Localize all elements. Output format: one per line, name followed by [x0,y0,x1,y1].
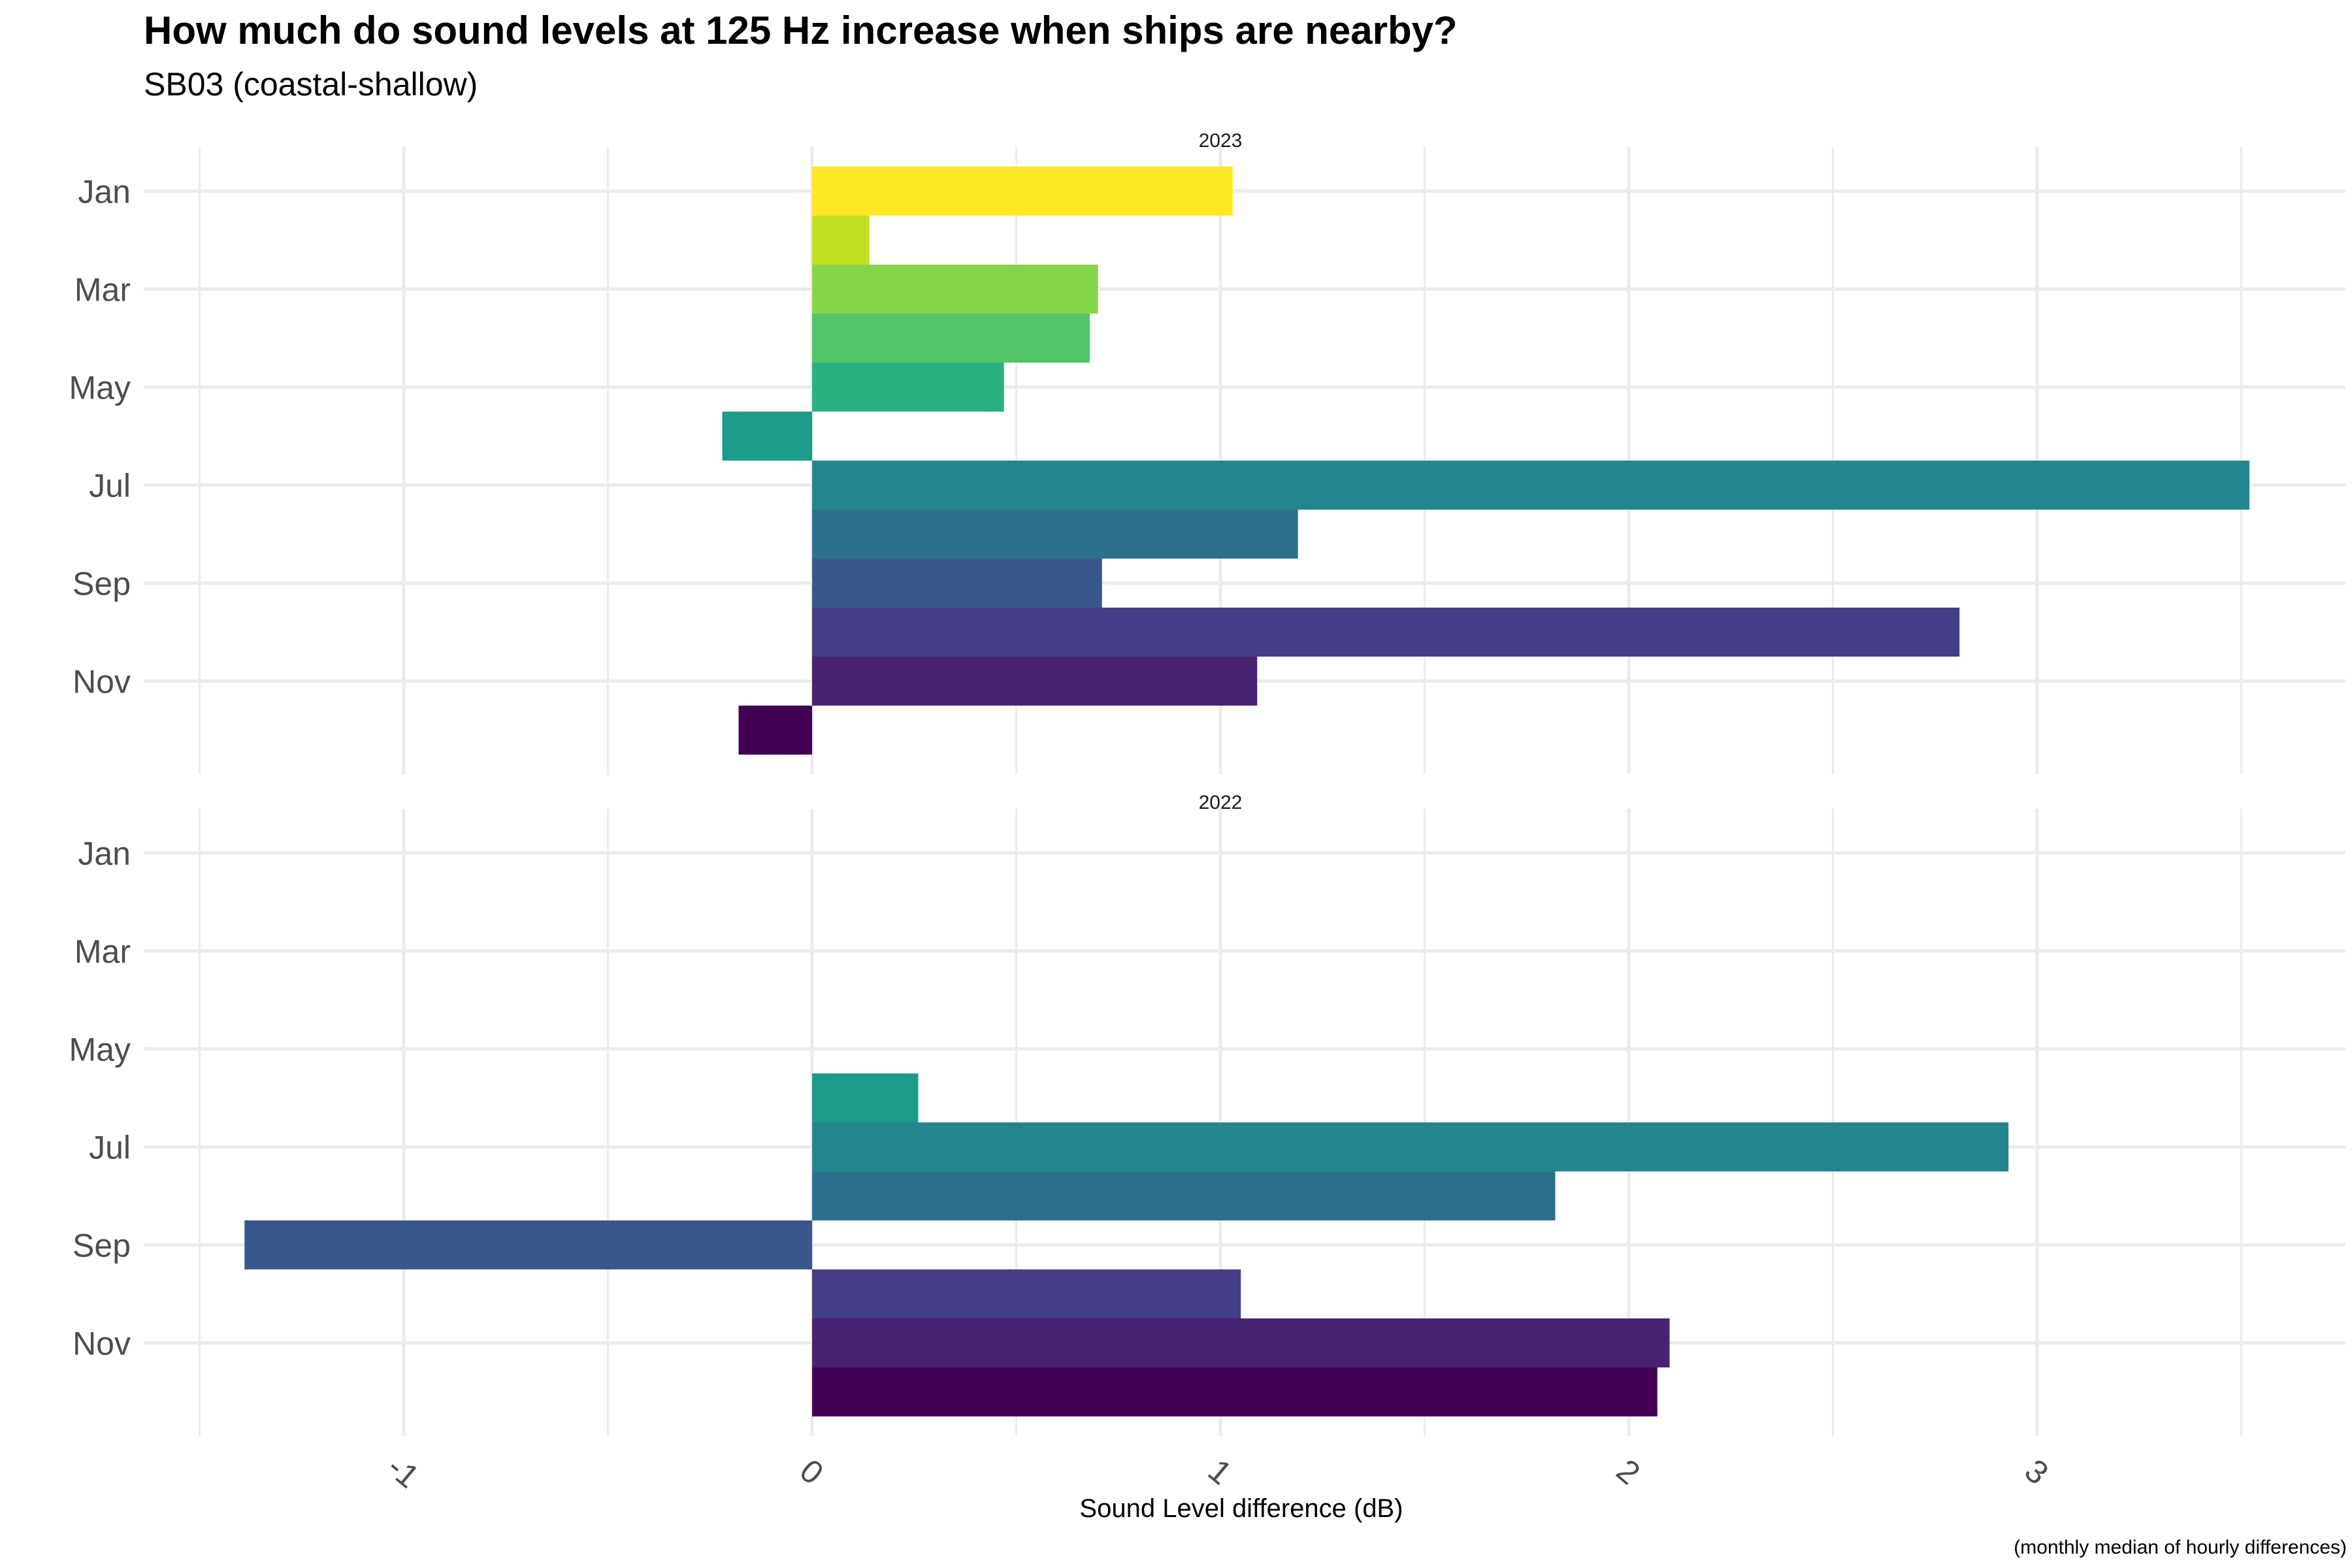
x-tick-label: -1 [380,1448,426,1495]
y-tick-label: Sep [73,566,131,602]
y-tick-label: Jul [89,468,131,504]
bar-jun [812,1073,919,1122]
bar-jun [722,412,812,461]
bar-oct [812,608,1960,657]
chart-caption: (monthly median of hourly differences) [2014,1537,2347,1558]
y-tick-label: Jul [89,1130,131,1166]
y-tick-label: Jan [78,836,131,872]
bar-feb [812,216,870,265]
bar-apr [812,314,1090,363]
y-tick-label: May [69,370,131,406]
bar-nov [812,657,1258,706]
y-tick-label: Sep [73,1228,131,1264]
chart-title: How much do sound levels at 125 Hz incre… [144,8,1458,52]
bar-aug [812,1171,1556,1220]
panel-strip-label: 2022 [1199,792,1243,813]
panel-2023: 2023 Jan Mar May Jul Sep Nov [69,130,2345,774]
bar-sep [812,559,1102,608]
bar-sep [244,1220,812,1269]
bar-aug [812,510,1298,559]
bar-jan [812,167,1233,216]
y-tick-label: Nov [73,664,131,700]
y-tick-label: Jan [78,174,131,210]
y-tick-label: May [69,1032,131,1068]
bar-may [812,363,1004,412]
x-tick-label: 1 [1201,1452,1239,1492]
panel-2022: 2022 Jan Mar May Jul Sep Nov [69,792,2345,1436]
y-tick-label: Mar [74,272,131,308]
bar-dec [812,1367,1658,1416]
x-tick-label: 2 [1610,1452,1647,1492]
chart-subtitle: SB03 (coastal-shallow) [144,66,478,103]
y-tick-label: Mar [74,934,131,970]
panel-strip-label: 2023 [1199,130,1243,152]
x-tick-label: 3 [2018,1452,2055,1492]
bar-jul [812,1122,2009,1171]
y-tick-label: Nov [73,1326,131,1362]
bar-mar [812,265,1098,314]
bar-dec [738,706,812,755]
bar-jul [812,461,2249,510]
x-axis-label: Sound Level difference (dB) [1079,1494,1403,1523]
bar-oct [812,1269,1241,1318]
bar-nov [812,1318,1670,1367]
x-tick-label: 0 [793,1452,830,1492]
